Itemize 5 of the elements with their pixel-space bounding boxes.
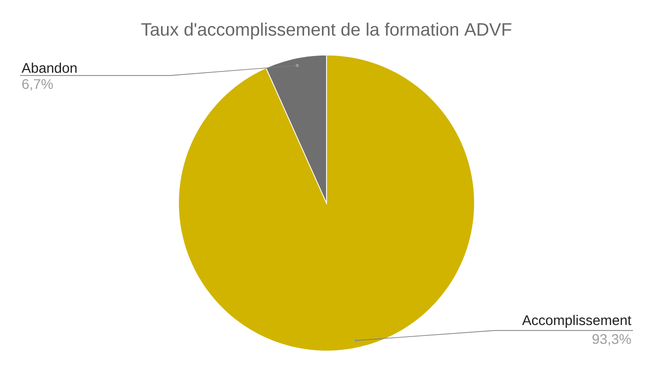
slice-label: Accomplissement xyxy=(522,314,632,328)
data-label: 93,3% xyxy=(592,334,631,346)
data-label: 6,7% xyxy=(22,79,53,91)
chart-title: Taux d'accomplissement de la formation ADVF xyxy=(141,22,512,40)
slice-label: Abandon xyxy=(22,62,77,73)
